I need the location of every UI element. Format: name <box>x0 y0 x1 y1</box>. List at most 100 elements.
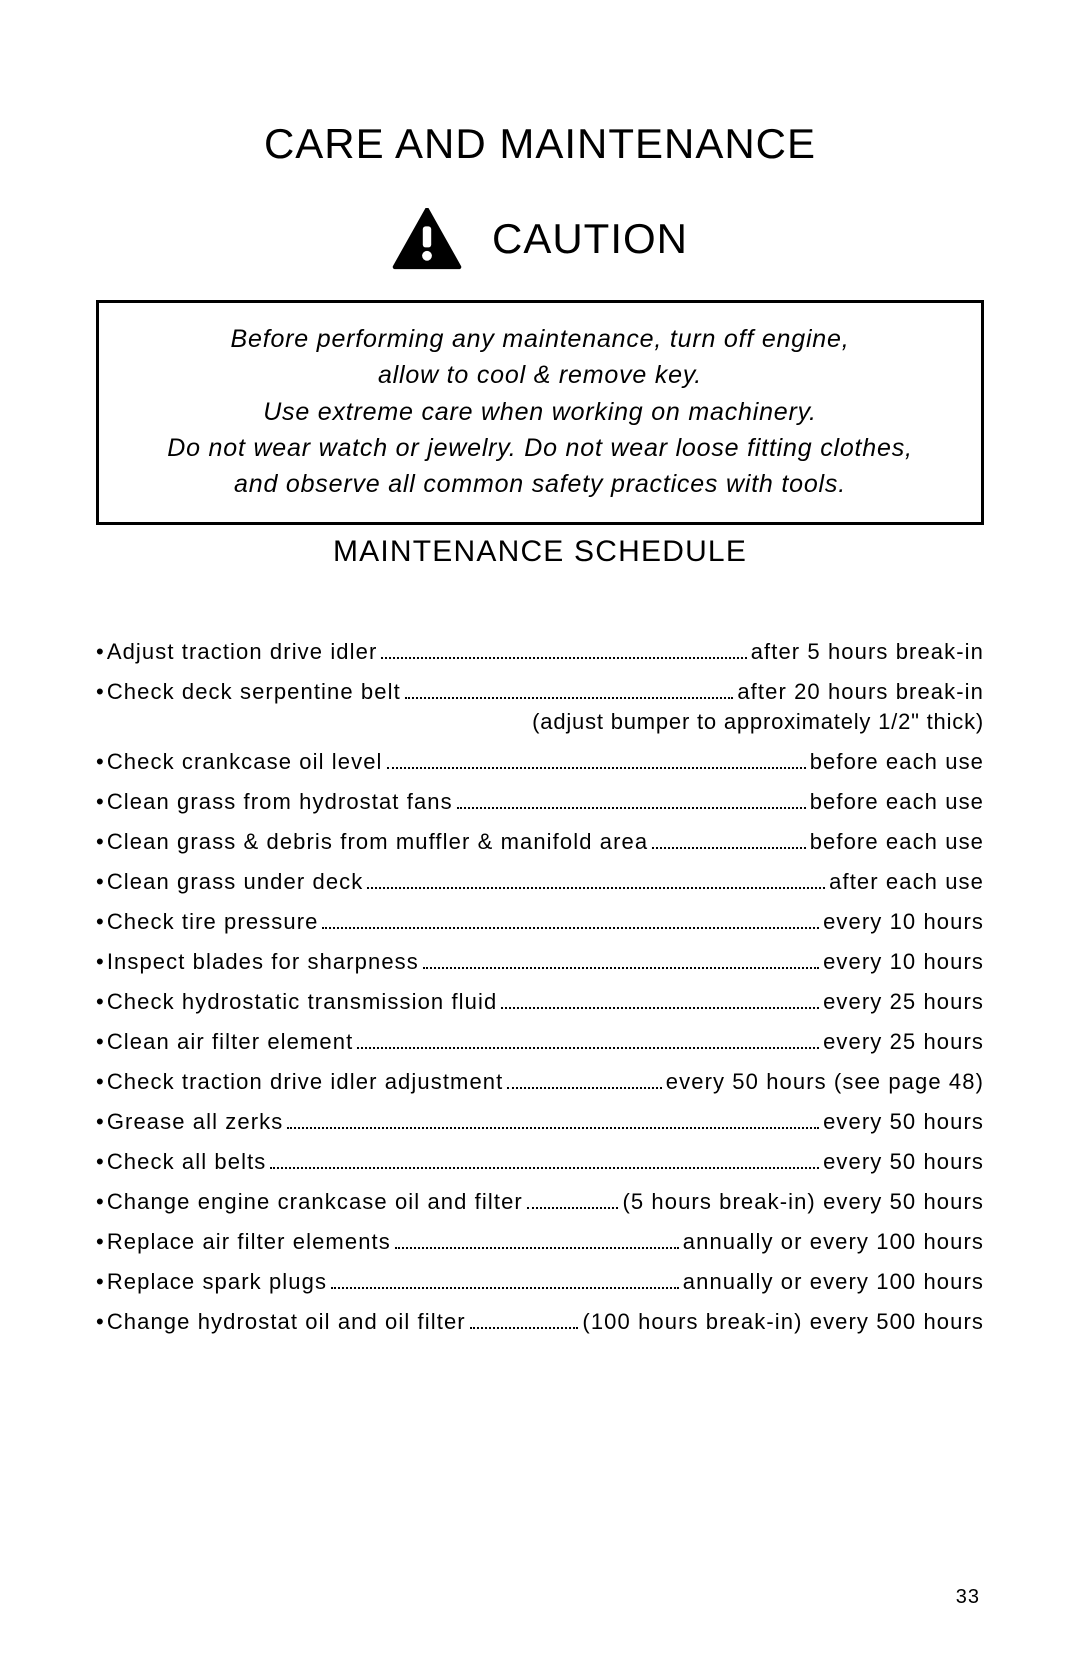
leader-dots <box>381 657 746 659</box>
schedule-task: Clean grass & debris from muffler & mani… <box>107 829 648 855</box>
schedule-task: Check all belts <box>107 1149 267 1175</box>
schedule-task: Replace air filter elements <box>107 1229 391 1255</box>
schedule-interval: every 50 hours <box>823 1109 984 1135</box>
schedule-interval: (100 hours break-in) every 500 hours <box>582 1309 984 1335</box>
leader-dots <box>322 927 819 929</box>
schedule-interval: after 20 hours break-in <box>737 679 984 705</box>
leader-dots <box>423 967 819 969</box>
schedule-task: Replace spark plugs <box>107 1269 327 1295</box>
leader-dots <box>457 807 806 809</box>
schedule-item: •Check all belts every 50 hours <box>96 1149 984 1175</box>
schedule-task: Check tire pressure <box>107 909 319 935</box>
bullet-icon: • <box>96 1229 105 1255</box>
caution-label: CAUTION <box>492 215 688 263</box>
schedule-interval: annually or every 100 hours <box>683 1269 984 1295</box>
schedule-item: •Clean grass from hydrostat fans before e… <box>96 789 984 815</box>
schedule-task: Inspect blades for sharpness <box>107 949 419 975</box>
schedule-interval: before each use <box>810 829 984 855</box>
schedule-interval: every 50 hours <box>823 1149 984 1175</box>
leader-dots <box>527 1207 619 1209</box>
schedule-interval: after each use <box>829 869 984 895</box>
bullet-icon: • <box>96 1109 105 1135</box>
bullet-icon: • <box>96 639 105 665</box>
schedule-interval: every 50 hours (see page 48) <box>666 1069 984 1095</box>
page-number: 33 <box>956 1586 980 1609</box>
caution-line-4: Do not wear watch or jewelry. Do not wea… <box>119 430 961 466</box>
bullet-icon: • <box>96 1269 105 1295</box>
schedule-interval: annually or every 100 hours <box>683 1229 984 1255</box>
schedule-task: Change hydrostat oil and oil filter <box>107 1309 466 1335</box>
schedule-task: Check crankcase oil level <box>107 749 383 775</box>
schedule-interval: every 25 hours <box>823 1029 984 1055</box>
schedule-task: Check hydrostatic transmission fluid <box>107 989 498 1015</box>
schedule-item: •Check crankcase oil level before each us… <box>96 749 984 775</box>
schedule-item: •Check tire pressure every 10 hours <box>96 909 984 935</box>
schedule-item: •Check traction drive idler adjustment ev… <box>96 1069 984 1095</box>
schedule-item: •Adjust traction drive idler after 5 hour… <box>96 639 984 665</box>
schedule-item: •Replace air filter elements annually or … <box>96 1229 984 1255</box>
leader-dots <box>387 767 806 769</box>
schedule-subhead: MAINTENANCE SCHEDULE <box>90 535 990 569</box>
caution-line-5: and observe all common safety practices … <box>119 466 961 502</box>
caution-line-3: Use extreme care when working on machine… <box>119 394 961 430</box>
warning-icon <box>392 208 462 270</box>
bullet-icon: • <box>96 1149 105 1175</box>
schedule-task: Check traction drive idler adjustment <box>107 1069 504 1095</box>
bullet-icon: • <box>96 989 105 1015</box>
bullet-icon: • <box>96 789 105 815</box>
schedule-task: Clean grass from hydrostat fans <box>107 789 453 815</box>
schedule-task: Check deck serpentine belt <box>107 679 401 705</box>
schedule-item: •Clean grass under deck after each use <box>96 869 984 895</box>
bullet-icon: • <box>96 869 105 895</box>
schedule-interval: every 25 hours <box>823 989 984 1015</box>
leader-dots <box>470 1327 579 1329</box>
schedule-item: •Change engine crankcase oil and filter (… <box>96 1189 984 1215</box>
manual-page: CARE AND MAINTENANCE CAUTION Before perf… <box>0 0 1080 1669</box>
bullet-icon: • <box>96 679 105 705</box>
leader-dots <box>270 1167 819 1169</box>
schedule-item: •Check hydrostatic transmission fluid eve… <box>96 989 984 1015</box>
bullet-icon: • <box>96 1309 105 1335</box>
schedule-item: •Inspect blades for sharpness every 10 ho… <box>96 949 984 975</box>
schedule-task: Clean grass under deck <box>107 869 364 895</box>
schedule-task: Adjust traction drive idler <box>107 639 378 665</box>
bullet-icon: • <box>96 949 105 975</box>
schedule-interval: before each use <box>810 749 984 775</box>
bullet-icon: • <box>96 1069 105 1095</box>
leader-dots <box>331 1287 679 1289</box>
schedule-item: •Clean air filter element every 25 hours <box>96 1029 984 1055</box>
schedule-interval: every 10 hours <box>823 909 984 935</box>
schedule-item: •Change hydrostat oil and oil filter (100… <box>96 1309 984 1335</box>
schedule-task: Clean air filter element <box>107 1029 354 1055</box>
bullet-icon: • <box>96 1029 105 1055</box>
bullet-icon: • <box>96 1189 105 1215</box>
leader-dots <box>287 1127 819 1129</box>
schedule-task: Change engine crankcase oil and filter <box>107 1189 523 1215</box>
caution-line-1: Before performing any maintenance, turn … <box>119 321 961 357</box>
bullet-icon: • <box>96 749 105 775</box>
schedule-item: •Clean grass & debris from muffler & man… <box>96 829 984 855</box>
bullet-icon: • <box>96 909 105 935</box>
caution-box: Before performing any maintenance, turn … <box>96 300 984 525</box>
leader-dots <box>501 1007 819 1009</box>
schedule-interval: (5 hours break-in) every 50 hours <box>622 1189 984 1215</box>
schedule-item: •Check deck serpentine belt after 20 hour… <box>96 679 984 705</box>
leader-dots <box>357 1047 819 1049</box>
bullet-icon: • <box>96 829 105 855</box>
schedule-interval: every 10 hours <box>823 949 984 975</box>
schedule-list: •Adjust traction drive idlerafter 5 hour… <box>96 639 984 1335</box>
schedule-item: •Grease all zerks every 50 hours <box>96 1109 984 1135</box>
schedule-interval: after 5 hours break-in <box>751 639 984 665</box>
schedule-subnote: (adjust bumper to approximately 1/2" thi… <box>96 709 984 735</box>
leader-dots <box>652 847 806 849</box>
caution-line-2: allow to cool & remove key. <box>119 357 961 393</box>
schedule-item: •Replace spark plugs annually or every 10… <box>96 1269 984 1295</box>
schedule-interval: before each use <box>810 789 984 815</box>
page-title: CARE AND MAINTENANCE <box>90 120 990 168</box>
leader-dots <box>507 1087 661 1089</box>
caution-header-row: CAUTION <box>90 208 990 270</box>
leader-dots <box>367 887 825 889</box>
schedule-task: Grease all zerks <box>107 1109 284 1135</box>
leader-dots <box>395 1247 679 1249</box>
leader-dots <box>405 697 734 699</box>
